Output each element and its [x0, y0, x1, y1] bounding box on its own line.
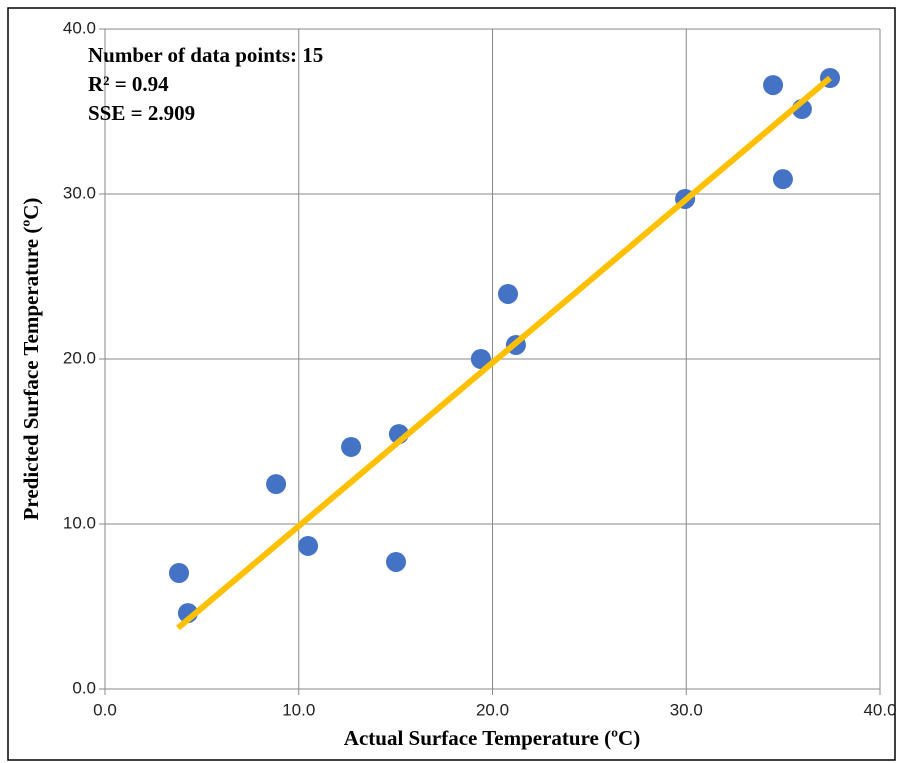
x-tick-label: 20.0 — [476, 700, 509, 719]
point — [498, 283, 518, 304]
annotation: SSE = 2.909 — [88, 101, 195, 125]
y-tick-label: 0.0 — [72, 678, 96, 697]
x-axis-label: Actual Surface Temperature (ºC) — [344, 726, 640, 750]
annotation: Number of data points: 15 — [88, 43, 323, 67]
point — [341, 436, 362, 457]
point — [298, 535, 319, 556]
point — [386, 551, 407, 572]
x-tick-label: 40.0 — [863, 700, 896, 719]
trendline — [176, 75, 832, 631]
point — [772, 169, 793, 190]
point — [763, 75, 784, 96]
annotation: R² = 0.94 — [88, 72, 169, 96]
point — [470, 349, 491, 369]
y-tick-label: 40.0 — [63, 18, 96, 37]
x-tick-label: 10.0 — [282, 700, 315, 719]
x-tick-label: 0.0 — [93, 700, 117, 719]
x-tick-label: 30.0 — [670, 700, 703, 719]
y-tick-label: 10.0 — [63, 513, 96, 532]
y-tick-label: 20.0 — [63, 348, 96, 367]
y-tick-label: 30.0 — [63, 183, 96, 202]
chart-frame — [7, 7, 896, 761]
point — [266, 474, 287, 495]
point — [169, 563, 190, 584]
y-axis-label: Predicted Surface Temperature (ºC) — [19, 198, 43, 521]
